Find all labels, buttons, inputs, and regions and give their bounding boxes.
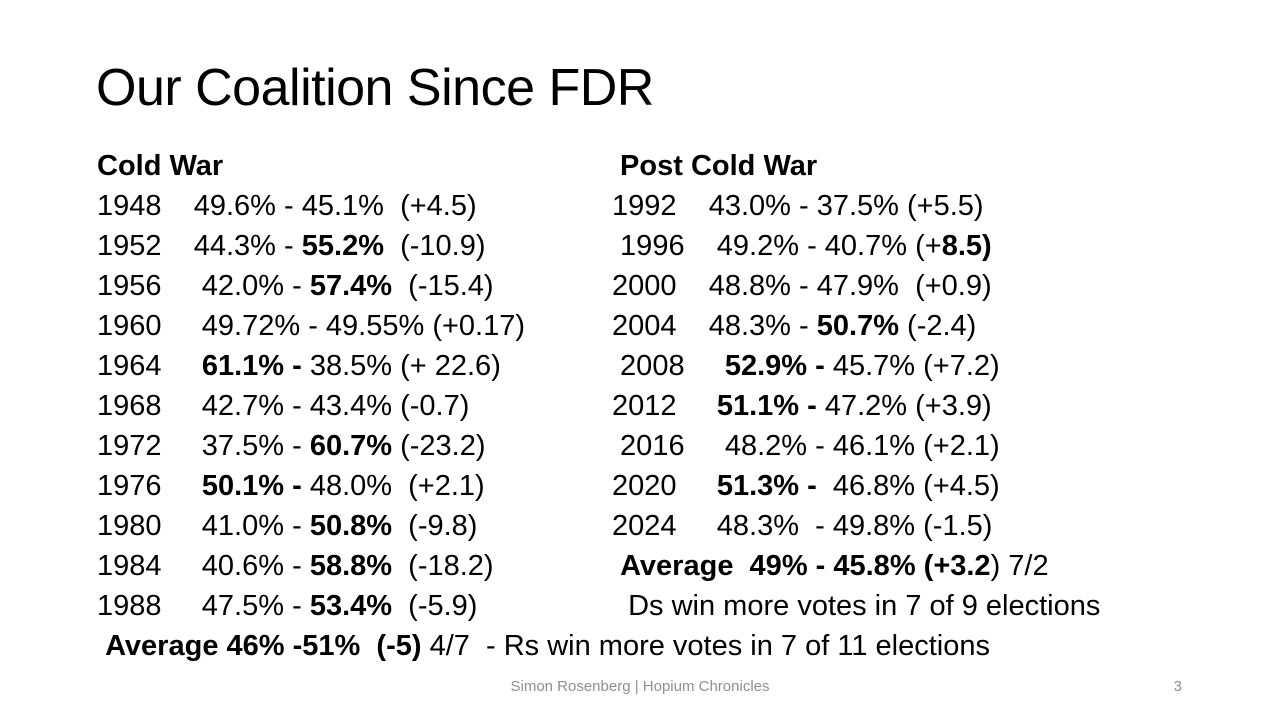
line-segment: 58.8% bbox=[309, 550, 393, 582]
data-line: 1984 40.6% - 58.8% (-18.2) bbox=[97, 546, 990, 586]
data-line: 1988 47.5% - 53.4% (-5.9) bbox=[97, 586, 990, 626]
line-segment: 2024 48.3% - 49.8% (-1.5) bbox=[612, 510, 993, 542]
line-segment: 1980 41.0% - bbox=[97, 510, 310, 542]
line-segment: 57.4% bbox=[309, 270, 393, 302]
line-segment: 4/7 - Rs win more votes in 7 of 11 elect… bbox=[421, 630, 990, 662]
line-segment: 1992 43.0% - 37.5% (+5.5) bbox=[612, 190, 984, 222]
data-line: 2020 51.3% - 46.8% (+4.5) bbox=[612, 466, 1100, 506]
line-segment: (-9.8) bbox=[392, 510, 478, 542]
line-segment: (-10.9) bbox=[383, 230, 486, 262]
line-segment: 2012 bbox=[612, 390, 717, 422]
data-line: 1948 49.6% - 45.1% (+4.5) bbox=[97, 186, 990, 226]
line-segment: 1976 bbox=[97, 470, 202, 502]
line-segment: 8.5) bbox=[941, 230, 992, 262]
line-segment: 1948 49.6% - 45.1% (+4.5) bbox=[97, 190, 477, 222]
data-line: 1972 37.5% - 60.7% (-23.2) bbox=[97, 426, 990, 466]
line-segment bbox=[612, 550, 620, 582]
data-line: 2016 48.2% - 46.1% (+2.1) bbox=[612, 426, 1100, 466]
line-segment: 52.9% - bbox=[724, 350, 833, 382]
data-line: 1980 41.0% - 50.8% (-9.8) bbox=[97, 506, 990, 546]
footer-credit: Simon Rosenberg | Hopium Chronicles bbox=[510, 678, 770, 695]
line-segment: Average 49% - 45.8% (+3.2 bbox=[620, 550, 991, 582]
line-segment: 60.7% bbox=[309, 430, 393, 462]
data-line: 1964 61.1% - 38.5% (+ 22.6) bbox=[97, 346, 990, 386]
data-line: Average 46% -51% (-5) 4/7 - Rs win more … bbox=[97, 626, 990, 666]
data-line: 2008 52.9% - 45.7% (+7.2) bbox=[612, 346, 1100, 386]
data-line: 1956 42.0% - 57.4% (-15.4) bbox=[97, 266, 990, 306]
column-cold-war: Cold War 1948 49.6% - 45.1% (+4.5) 1952 44… bbox=[97, 146, 990, 666]
line-segment: 55.2% bbox=[301, 230, 384, 262]
line-segment: ) 7/2 bbox=[990, 550, 1049, 582]
line-segment: 2020 bbox=[612, 470, 717, 502]
line-segment: 51.3% - bbox=[716, 470, 825, 502]
line-segment: 1968 42.7% - 43.4% (-0.7) bbox=[97, 390, 470, 422]
line-segment: 51.1% - bbox=[716, 390, 825, 422]
line-segment: Average 46% -51% (-5) bbox=[105, 630, 422, 662]
line-segment: (-23.2) bbox=[392, 430, 486, 462]
line-segment: 50.1% - bbox=[201, 470, 310, 502]
line-segment: 45.7% (+7.2) bbox=[832, 350, 1000, 382]
line-segment: 38.5% (+ 22.6) bbox=[309, 350, 501, 382]
line-segment bbox=[97, 630, 105, 662]
line-segment: 50.8% bbox=[309, 510, 393, 542]
data-line: Cold War bbox=[97, 146, 990, 186]
line-segment: 1960 49.72% - 49.55% (+0.17) bbox=[97, 310, 526, 342]
line-segment: 1996 49.2% - 40.7% (+ bbox=[612, 230, 942, 262]
line-segment: (-18.2) bbox=[392, 550, 494, 582]
line-segment: 2004 48.3% - bbox=[612, 310, 817, 342]
line-segment: 1984 40.6% - bbox=[97, 550, 310, 582]
line-segment: Ds win more votes in 7 of 9 elections bbox=[612, 590, 1101, 622]
line-segment: 1972 37.5% - bbox=[97, 430, 310, 462]
line-segment: 61.1% - bbox=[201, 350, 310, 382]
data-line: 2004 48.3% - 50.7% (-2.4) bbox=[612, 306, 1100, 346]
line-segment: 2000 48.8% - 47.9% (+0.9) bbox=[612, 270, 992, 302]
line-segment: 53.4% bbox=[309, 590, 393, 622]
line-segment: Cold War bbox=[97, 150, 224, 182]
line-segment: 1988 47.5% - bbox=[97, 590, 310, 622]
slide-title: Our Coalition Since FDR bbox=[96, 59, 654, 117]
line-segment: (-15.4) bbox=[392, 270, 494, 302]
line-segment: 47.2% (+3.9) bbox=[824, 390, 992, 422]
line-segment: 46.8% (+4.5) bbox=[824, 470, 1000, 502]
data-line: Average 49% - 45.8% (+3.2) 7/2 bbox=[612, 546, 1100, 586]
line-segment: 1956 42.0% - bbox=[97, 270, 310, 302]
line-segment: (-2.4) bbox=[898, 310, 977, 342]
column-post-cold-war: Post Cold War 1992 43.0% - 37.5% (+5.5) 1… bbox=[612, 146, 1100, 626]
line-segment: 2008 bbox=[612, 350, 725, 382]
line-segment: 2016 48.2% - 46.1% (+2.1) bbox=[612, 430, 1000, 462]
data-line: 1952 44.3% - 55.2% (-10.9) bbox=[97, 226, 990, 266]
line-segment: 1952 44.3% - bbox=[97, 230, 302, 262]
data-line: 2024 48.3% - 49.8% (-1.5) bbox=[612, 506, 1100, 546]
line-segment: Post Cold War bbox=[612, 150, 818, 182]
data-line: 1968 42.7% - 43.4% (-0.7) bbox=[97, 386, 990, 426]
data-line: 1960 49.72% - 49.55% (+0.17) bbox=[97, 306, 990, 346]
data-line: 2012 51.1% - 47.2% (+3.9) bbox=[612, 386, 1100, 426]
data-line: Ds win more votes in 7 of 9 elections bbox=[612, 586, 1100, 626]
slide-page-number: 3 bbox=[1173, 678, 1182, 695]
line-segment: 48.0% (+2.1) bbox=[309, 470, 485, 502]
data-line: 2000 48.8% - 47.9% (+0.9) bbox=[612, 266, 1100, 306]
line-segment: (-5.9) bbox=[392, 590, 478, 622]
line-segment: 1964 bbox=[97, 350, 202, 382]
data-line: 1976 50.1% - 48.0% (+2.1) bbox=[97, 466, 990, 506]
data-line: 1992 43.0% - 37.5% (+5.5) bbox=[612, 186, 1100, 226]
data-line: 1996 49.2% - 40.7% (+8.5) bbox=[612, 226, 1100, 266]
line-segment: 50.7% bbox=[816, 310, 899, 342]
data-line: Post Cold War bbox=[612, 146, 1100, 186]
